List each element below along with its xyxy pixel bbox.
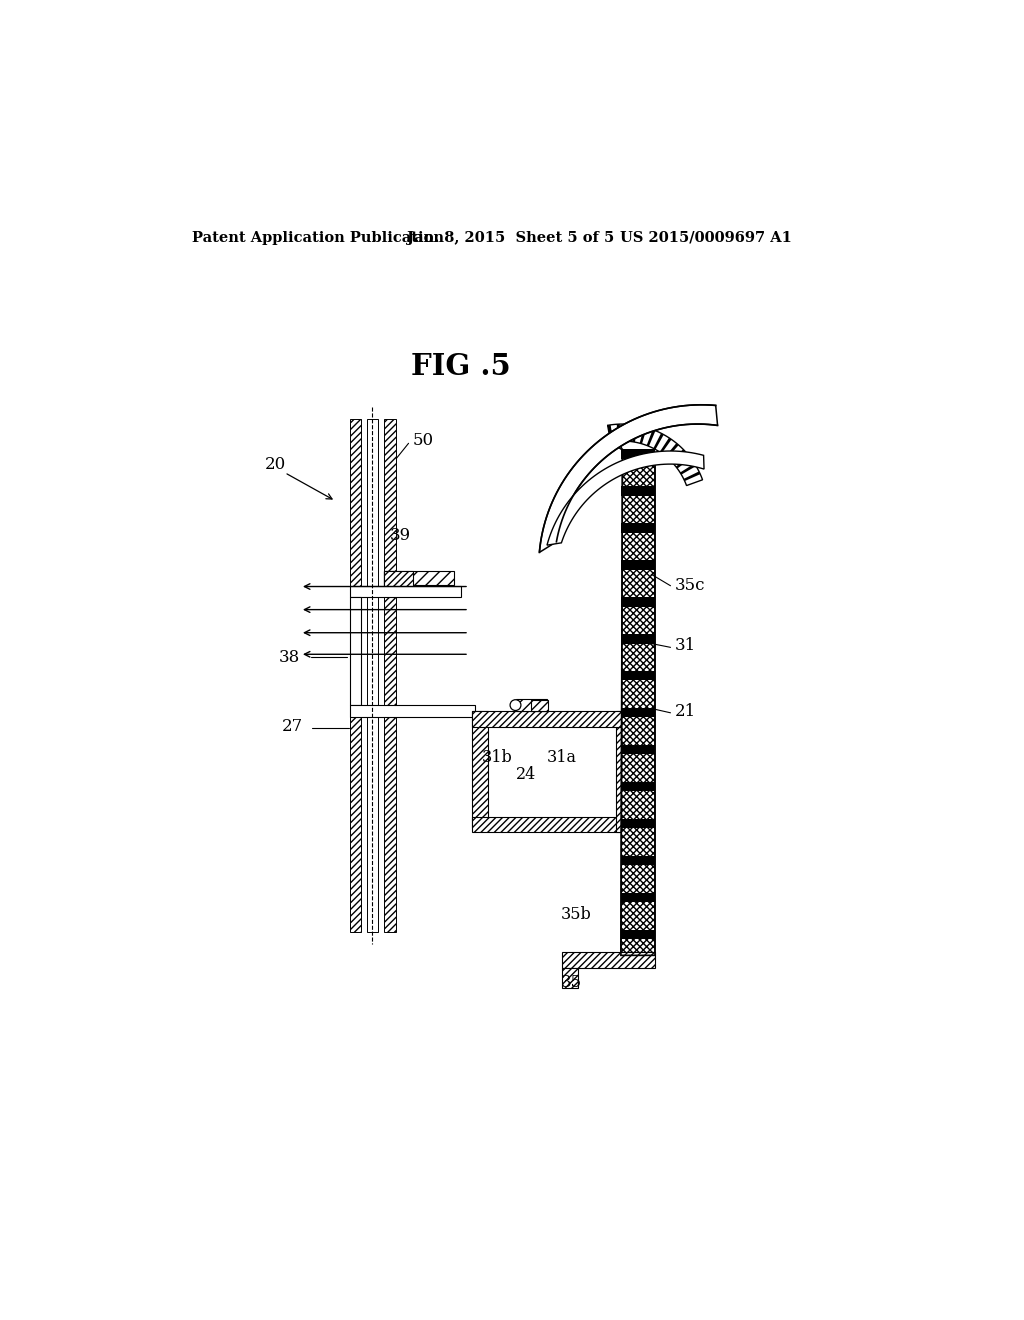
- Text: 35b: 35b: [560, 906, 591, 923]
- Bar: [562, 952, 655, 969]
- Bar: [621, 449, 655, 459]
- Text: Patent Application Publication: Patent Application Publication: [191, 231, 443, 244]
- Bar: [621, 892, 655, 903]
- Polygon shape: [616, 424, 621, 441]
- Text: 21: 21: [675, 702, 695, 719]
- Bar: [621, 635, 655, 644]
- Text: FIG .5: FIG .5: [412, 352, 511, 380]
- Text: 50: 50: [413, 432, 433, 449]
- Bar: [472, 711, 636, 726]
- Polygon shape: [653, 433, 664, 450]
- Bar: [515, 700, 547, 711]
- Text: 35: 35: [561, 974, 582, 991]
- Polygon shape: [659, 438, 672, 453]
- Polygon shape: [607, 425, 613, 442]
- Polygon shape: [621, 449, 655, 956]
- Polygon shape: [547, 451, 705, 545]
- Bar: [621, 855, 655, 866]
- Polygon shape: [633, 425, 638, 442]
- Text: 31: 31: [675, 636, 695, 653]
- Polygon shape: [666, 444, 679, 458]
- Text: 31a: 31a: [547, 748, 577, 766]
- Bar: [621, 929, 655, 940]
- Bar: [621, 524, 655, 533]
- Polygon shape: [646, 429, 655, 446]
- Text: 35c: 35c: [675, 577, 705, 594]
- Text: 20: 20: [265, 457, 287, 474]
- Polygon shape: [607, 424, 702, 486]
- Bar: [368, 418, 378, 932]
- Text: 38: 38: [280, 649, 300, 665]
- Polygon shape: [626, 424, 629, 441]
- Bar: [621, 597, 655, 607]
- Bar: [531, 701, 548, 711]
- Bar: [384, 572, 414, 586]
- Bar: [472, 817, 632, 832]
- Bar: [349, 597, 361, 705]
- Bar: [621, 781, 655, 792]
- Text: 31b: 31b: [482, 748, 513, 766]
- Bar: [621, 708, 655, 718]
- Bar: [384, 572, 396, 594]
- Bar: [621, 560, 655, 570]
- Bar: [621, 818, 655, 829]
- Polygon shape: [676, 457, 691, 469]
- Text: Jan. 8, 2015  Sheet 5 of 5: Jan. 8, 2015 Sheet 5 of 5: [407, 231, 614, 244]
- Polygon shape: [540, 405, 718, 552]
- Bar: [349, 705, 475, 718]
- Bar: [621, 744, 655, 755]
- Text: 27: 27: [282, 718, 303, 735]
- Text: US 2015/0009697 A1: US 2015/0009697 A1: [621, 231, 792, 244]
- Bar: [621, 671, 655, 681]
- Circle shape: [510, 700, 521, 710]
- Bar: [562, 969, 578, 987]
- Bar: [349, 418, 361, 932]
- Bar: [349, 586, 461, 597]
- Polygon shape: [671, 449, 685, 463]
- Bar: [472, 711, 487, 829]
- Bar: [384, 418, 396, 932]
- Text: 24: 24: [515, 766, 536, 783]
- Polygon shape: [640, 426, 647, 444]
- Bar: [384, 572, 454, 585]
- Polygon shape: [684, 471, 700, 480]
- Text: 39: 39: [390, 527, 411, 544]
- Bar: [616, 711, 632, 832]
- Bar: [621, 487, 655, 496]
- Polygon shape: [680, 463, 696, 475]
